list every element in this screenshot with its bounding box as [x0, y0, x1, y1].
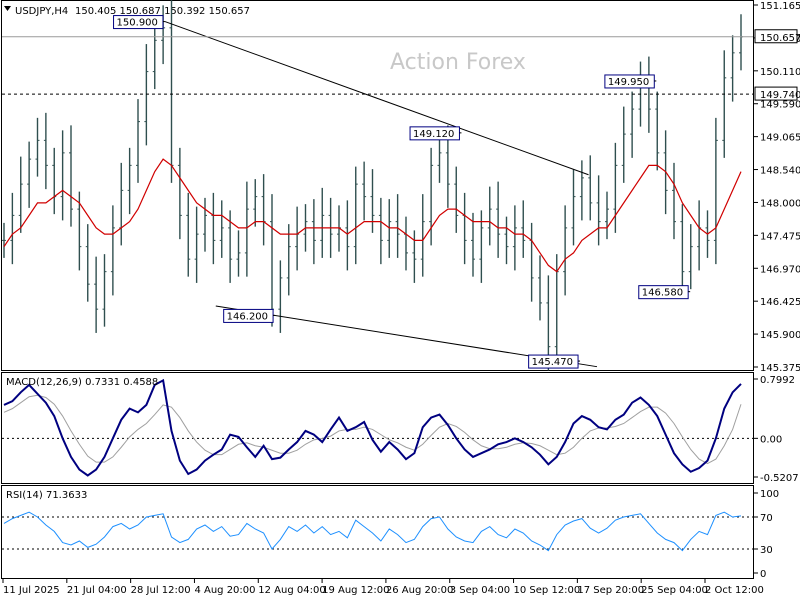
macd-tick-label: 0.00 — [760, 434, 782, 445]
price-tick-label: 145.375 — [760, 363, 800, 374]
x-tick-label: 19 Aug 12:00 — [322, 585, 389, 596]
x-tick-label: 2 Oct 12:00 — [705, 585, 764, 596]
price-annotation-label: 150.900 — [117, 18, 158, 29]
macd-panel — [1, 372, 754, 484]
price-annotation-box — [113, 15, 164, 30]
macd-tick-label: -0.5207 — [760, 473, 799, 484]
price-tick-label: 146.970 — [760, 264, 800, 275]
rsi-tick-label: 0 — [760, 569, 766, 580]
trendline — [164, 21, 589, 176]
x-tick-label: 3 Sep 04:00 — [450, 585, 510, 596]
reference-price-tag — [754, 86, 798, 101]
x-tick-label: 12 Aug 04:00 — [258, 585, 325, 596]
macd-line — [3, 378, 742, 477]
price-tick-label: 151.165 — [760, 1, 800, 12]
price-annotation-label: 146.200 — [227, 311, 268, 322]
rsi-tick-label: 100 — [760, 489, 779, 500]
dropdown-arrow-icon[interactable] — [4, 6, 11, 11]
rsi-line — [3, 511, 742, 552]
x-tick-label: 11 Jul 2025 — [3, 585, 60, 596]
x-axis: 11 Jul 2025 21 Jul 04:00 28 Jul 12:00 4 Aug… — [2, 579, 764, 596]
rsi-layer: 100 70 30 0 — [2, 489, 779, 580]
rsi-tick-label: 30 — [760, 545, 773, 556]
price-annotation-box — [409, 126, 460, 141]
x-tick-label: 17 Sep 20:00 — [577, 585, 644, 596]
x-tick-label: 21 Jul 04:00 — [67, 585, 127, 596]
x-tick-label: 10 Sep 12:00 — [514, 585, 581, 596]
macd-title: MACD(12,26,9) 0.7331 0.4588 — [6, 377, 158, 388]
macd-signal-line — [3, 394, 742, 465]
price-tick-label: 149.590 — [760, 100, 800, 111]
x-tick-label: 26 Aug 20:00 — [386, 585, 453, 596]
price-annotation-label: 145.470 — [532, 357, 573, 368]
price-tick-label: 145.900 — [760, 330, 800, 341]
reference-price-tag-label: 149.740 — [760, 90, 800, 101]
x-tick-label: 25 Sep 04:00 — [641, 585, 708, 596]
macd-layer: 0.7992 0.00 -0.5207 — [2, 375, 799, 484]
price-tick-label: 146.425 — [760, 297, 800, 308]
price-tick-label: 148.000 — [760, 198, 800, 209]
current-price-tag-label: 150.657 — [760, 33, 800, 44]
x-tick-label: 28 Jul 12:00 — [131, 585, 191, 596]
rsi-tick-label: 70 — [760, 513, 773, 524]
price-panel — [1, 0, 754, 371]
price-annotation-label: 146.580 — [642, 288, 683, 299]
rsi-panel — [1, 485, 754, 579]
current-price-tag — [754, 29, 798, 44]
price-annotation-label: 149.950 — [608, 77, 649, 88]
price-tick-label: 149.065 — [760, 133, 800, 144]
price-tick-label: 147.475 — [760, 231, 800, 242]
x-tick-label: 4 Aug 20:00 — [194, 585, 255, 596]
watermark: Action Forex — [390, 50, 526, 75]
symbol-label: USDJPY,H4 — [15, 6, 68, 17]
price-tick-label: 150.110 — [760, 67, 800, 78]
rsi-title: RSI(14) 71.3633 — [6, 490, 87, 501]
price-annotation-label: 149.120 — [413, 129, 454, 140]
price-tick-label: 148.540 — [760, 166, 800, 177]
price-layer: 151.165150.620150.110149.590149.065148.5… — [2, 0, 800, 374]
moving-average-line — [3, 158, 742, 273]
macd-tick-label: 0.7992 — [760, 375, 795, 386]
